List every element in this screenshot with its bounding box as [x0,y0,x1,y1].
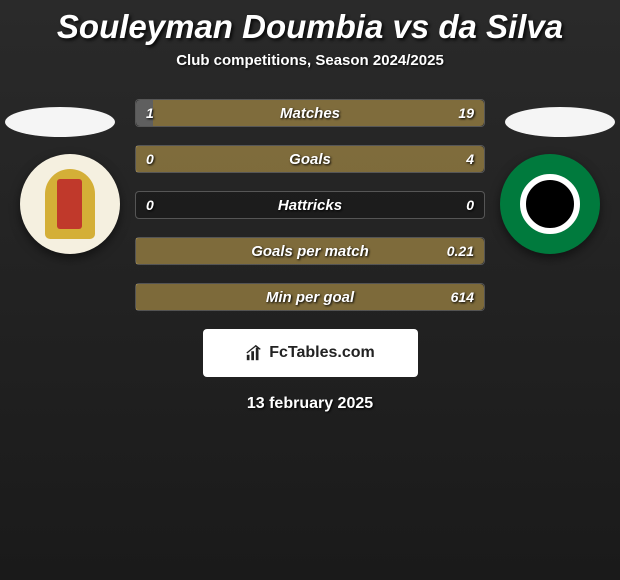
stat-row: Goals per match0.21 [135,237,485,265]
stat-label: Goals [136,151,484,168]
stat-label: Hattricks [136,197,484,214]
country-flag-right [505,107,615,137]
page-title: Souleyman Doumbia vs da Silva [0,8,620,46]
header: Souleyman Doumbia vs da Silva Club compe… [0,0,620,69]
club-badge-left [20,154,120,254]
date-label: 13 february 2025 [0,395,620,413]
stats-list: 1Matches19 0Goals4 0Hattricks0 Goals per ma… [135,99,485,311]
club-badge-right [500,154,600,254]
stat-label: Goals per match [136,243,484,260]
club-badge-left-shield-icon [45,169,95,239]
attribution-text: FcTables.com [269,344,375,362]
stat-row: 0Hattricks0 [135,191,485,219]
club-badge-right-ring-icon [520,174,580,234]
chart-icon [245,344,263,362]
stat-label: Min per goal [136,289,484,306]
page-subtitle: Club competitions, Season 2024/2025 [0,52,620,69]
country-flag-left [5,107,115,137]
stat-row: 1Matches19 [135,99,485,127]
stat-label: Matches [136,105,484,122]
comparison-panel: 1Matches19 0Goals4 0Hattricks0 Goals per ma… [0,99,620,413]
stat-row: Min per goal614 [135,283,485,311]
attribution-badge[interactable]: FcTables.com [203,329,418,377]
stat-row: 0Goals4 [135,145,485,173]
